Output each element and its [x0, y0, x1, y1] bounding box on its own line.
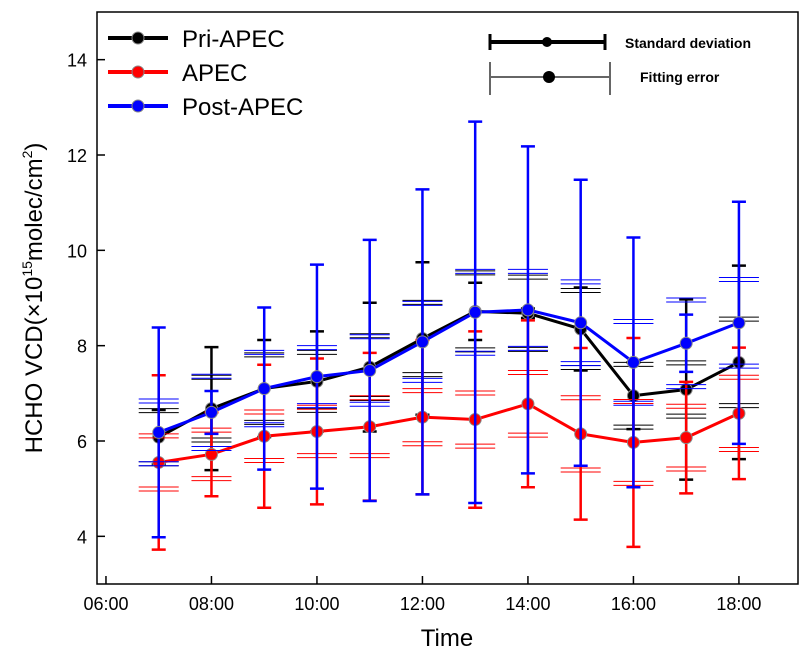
legend-fit-dot [543, 71, 555, 83]
fit-error-bar [718, 277, 759, 369]
fit-error-bar [455, 268, 496, 356]
y-label-part: molec/cm [21, 158, 48, 261]
fit-error-bar [191, 373, 232, 452]
x-tick-label: 12:00 [400, 594, 445, 614]
point [257, 382, 271, 396]
fit-error-bar [560, 279, 601, 367]
fit-error-bar [613, 318, 654, 406]
x-tick-label: 08:00 [189, 594, 234, 614]
fit-error-bar [138, 398, 179, 467]
legend-label: APEC [182, 60, 247, 87]
legend-label: Pri-APEC [182, 26, 285, 53]
y-label-sup: 2 [19, 150, 35, 158]
fit-error-bar [296, 345, 337, 409]
point [310, 370, 324, 384]
fit-error-bar [666, 403, 707, 472]
legend-label: Post-APEC [182, 94, 303, 121]
fit-error-bar [244, 349, 285, 428]
fit-error-bar [191, 374, 232, 443]
y-label-part: HCHO VCD(×10 [21, 277, 48, 454]
legend-marker [131, 31, 145, 45]
x-tick-label: 16:00 [611, 594, 656, 614]
x-axis-label: Time [421, 625, 473, 652]
legend-label: Standard deviation [625, 35, 751, 51]
y-tick-label: 10 [67, 241, 87, 261]
fit-error-bar [507, 268, 548, 351]
fit-error-bar [666, 297, 707, 390]
point [679, 431, 693, 445]
series-line [158, 308, 740, 434]
point [415, 335, 429, 349]
point [679, 336, 693, 350]
point [626, 355, 640, 369]
point [204, 405, 218, 419]
legend-marker [131, 99, 145, 113]
error-legend: Standard deviation Fitting error [488, 34, 751, 95]
legend-label: Fitting error [640, 69, 720, 85]
y-tick-label: 6 [77, 432, 87, 452]
point [363, 363, 377, 377]
legend-std-dot [542, 37, 552, 47]
y-tick-label: 4 [77, 527, 87, 547]
x-tick-label: 06:00 [83, 594, 128, 614]
y-label-sup: 15 [19, 261, 35, 277]
y-axis-label: HCHO VCD(×1015molec/cm2) [19, 143, 48, 454]
point [152, 425, 166, 439]
point [574, 316, 588, 330]
y-tick-label: 12 [67, 146, 87, 166]
plot-frame [96, 11, 799, 585]
point [204, 447, 218, 461]
x-tick-label: 18:00 [716, 594, 761, 614]
y-tick-label: 8 [77, 337, 87, 357]
legend-marker [131, 65, 145, 79]
fit-error-bar [402, 300, 443, 383]
y-tick-label: 14 [67, 51, 87, 71]
point [468, 305, 482, 319]
y-label-part: ) [21, 143, 48, 151]
fit-error-bar [349, 334, 390, 407]
x-tick-label: 10:00 [294, 594, 339, 614]
point [732, 316, 746, 330]
point [521, 303, 535, 317]
series-line [158, 402, 740, 464]
x-tick-label: 14:00 [505, 594, 550, 614]
